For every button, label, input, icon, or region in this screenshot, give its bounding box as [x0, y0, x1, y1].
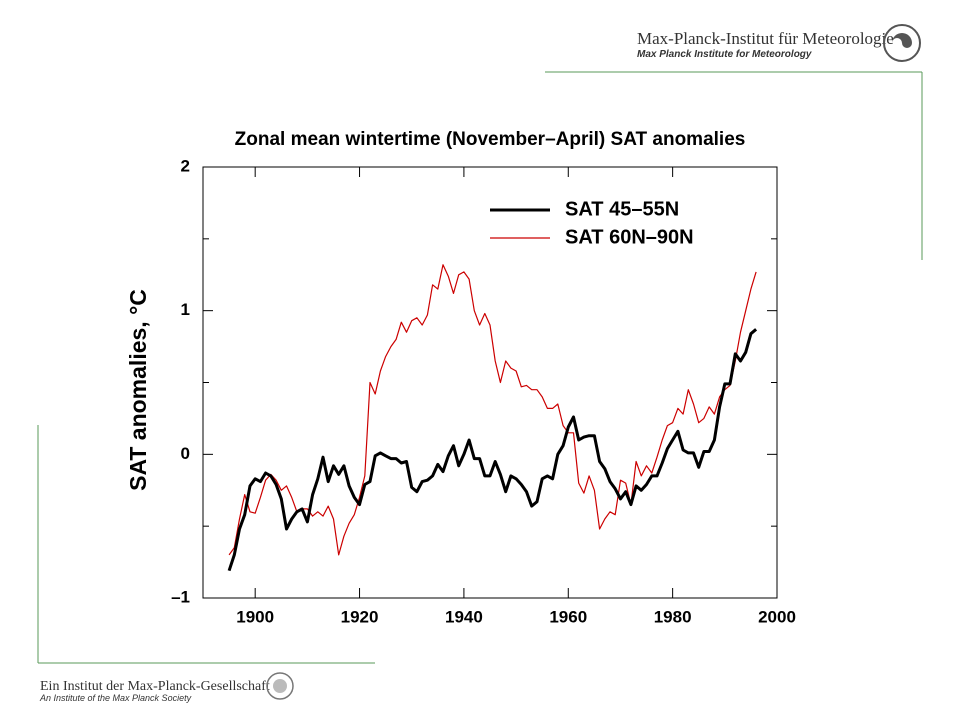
chart-title: Zonal mean wintertime (November–April) S… [235, 129, 746, 150]
x-tick-label: 2000 [758, 607, 796, 626]
header-title: Max-Planck-Institut für Meteorologie [637, 29, 894, 48]
x-tick-label: 1920 [341, 607, 379, 626]
x-tick-label: 1900 [236, 607, 274, 626]
x-tick-label: 1960 [549, 607, 587, 626]
header-logo [883, 24, 921, 62]
footer-logo [266, 672, 294, 700]
data-line [227, 328, 758, 572]
legend-label: SAT 45–55N [565, 198, 679, 220]
y-tick-label: 0 [181, 444, 190, 463]
header-subtitle: Max Planck Institute for Meteorology [637, 49, 812, 60]
y-tick-label: –1 [171, 587, 190, 606]
legend-label: SAT 60N–90N [565, 226, 694, 248]
x-tick-label: 1980 [654, 607, 692, 626]
footer-subtitle: An Institute of the Max Planck Society [39, 693, 192, 703]
y-axis-label: SAT anomalies, °C [125, 289, 151, 491]
x-tick-label: 1940 [445, 607, 483, 626]
y-tick-label: 2 [181, 156, 190, 175]
y-tick-label: 1 [181, 300, 190, 319]
footer-title: Ein Institut der Max-Planck-Gesellschaft [40, 679, 270, 694]
data-line [228, 264, 757, 556]
